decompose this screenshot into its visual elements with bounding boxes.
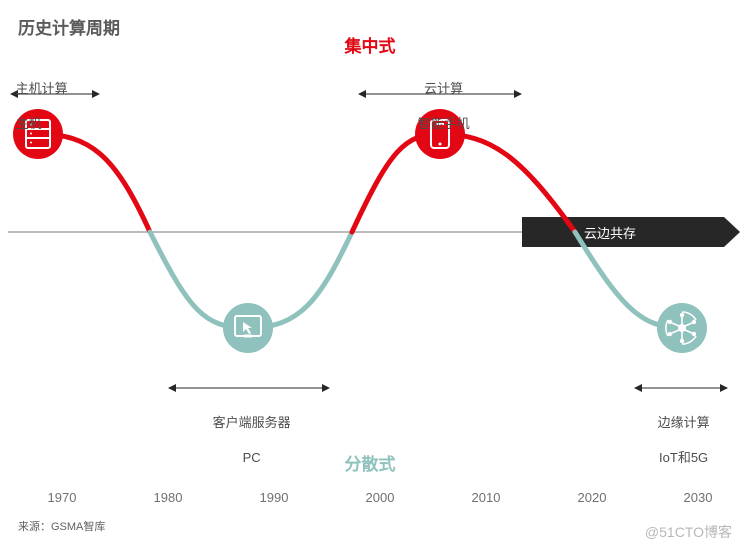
x-tick-5: 2020 bbox=[578, 490, 607, 505]
label-client-server-line1: 客户端服务器 bbox=[213, 415, 291, 430]
curve-top-1 bbox=[38, 134, 150, 232]
bottom-mode-label: 分散式 bbox=[345, 454, 396, 477]
x-tick-3: 2000 bbox=[366, 490, 395, 505]
x-tick-4: 2010 bbox=[472, 490, 501, 505]
label-cloud: 云计算 智能手机 bbox=[410, 62, 469, 132]
watermark: @51CTO博客 bbox=[645, 522, 732, 542]
source-text: 来源：GSMA智库 bbox=[18, 518, 105, 534]
label-client-server: 客户端服务器 PC bbox=[205, 396, 290, 466]
chart-title: 历史计算周期 bbox=[18, 14, 120, 39]
label-cloud-line2: 智能手机 bbox=[418, 116, 470, 131]
coexist-banner-text: 云边共存 bbox=[584, 223, 636, 242]
label-mainframe-line1: 主机计算 bbox=[16, 81, 68, 96]
curve-bottom-1 bbox=[150, 232, 352, 328]
node-edge bbox=[657, 303, 707, 353]
node-client-server bbox=[223, 303, 273, 353]
label-client-server-line2: PC bbox=[243, 450, 261, 465]
cursor-icon bbox=[235, 316, 261, 336]
label-edge: 边缘计算 IoT和5G bbox=[650, 396, 709, 466]
label-edge-line1: 边缘计算 bbox=[658, 415, 710, 430]
x-tick-6: 2030 bbox=[684, 490, 713, 505]
label-mainframe: 主机计算 主机 bbox=[8, 62, 67, 132]
coexist-banner: 云边共存 bbox=[522, 217, 740, 247]
x-tick-1: 1980 bbox=[154, 490, 183, 505]
x-tick-2: 1990 bbox=[260, 490, 289, 505]
mesh-icon bbox=[666, 312, 696, 344]
label-mainframe-line2: 主机 bbox=[16, 116, 42, 131]
x-tick-0: 1970 bbox=[48, 490, 77, 505]
top-mode-label: 集中式 bbox=[345, 36, 396, 59]
label-cloud-line1: 云计算 bbox=[424, 81, 463, 96]
label-edge-line2: IoT和5G bbox=[659, 450, 708, 465]
